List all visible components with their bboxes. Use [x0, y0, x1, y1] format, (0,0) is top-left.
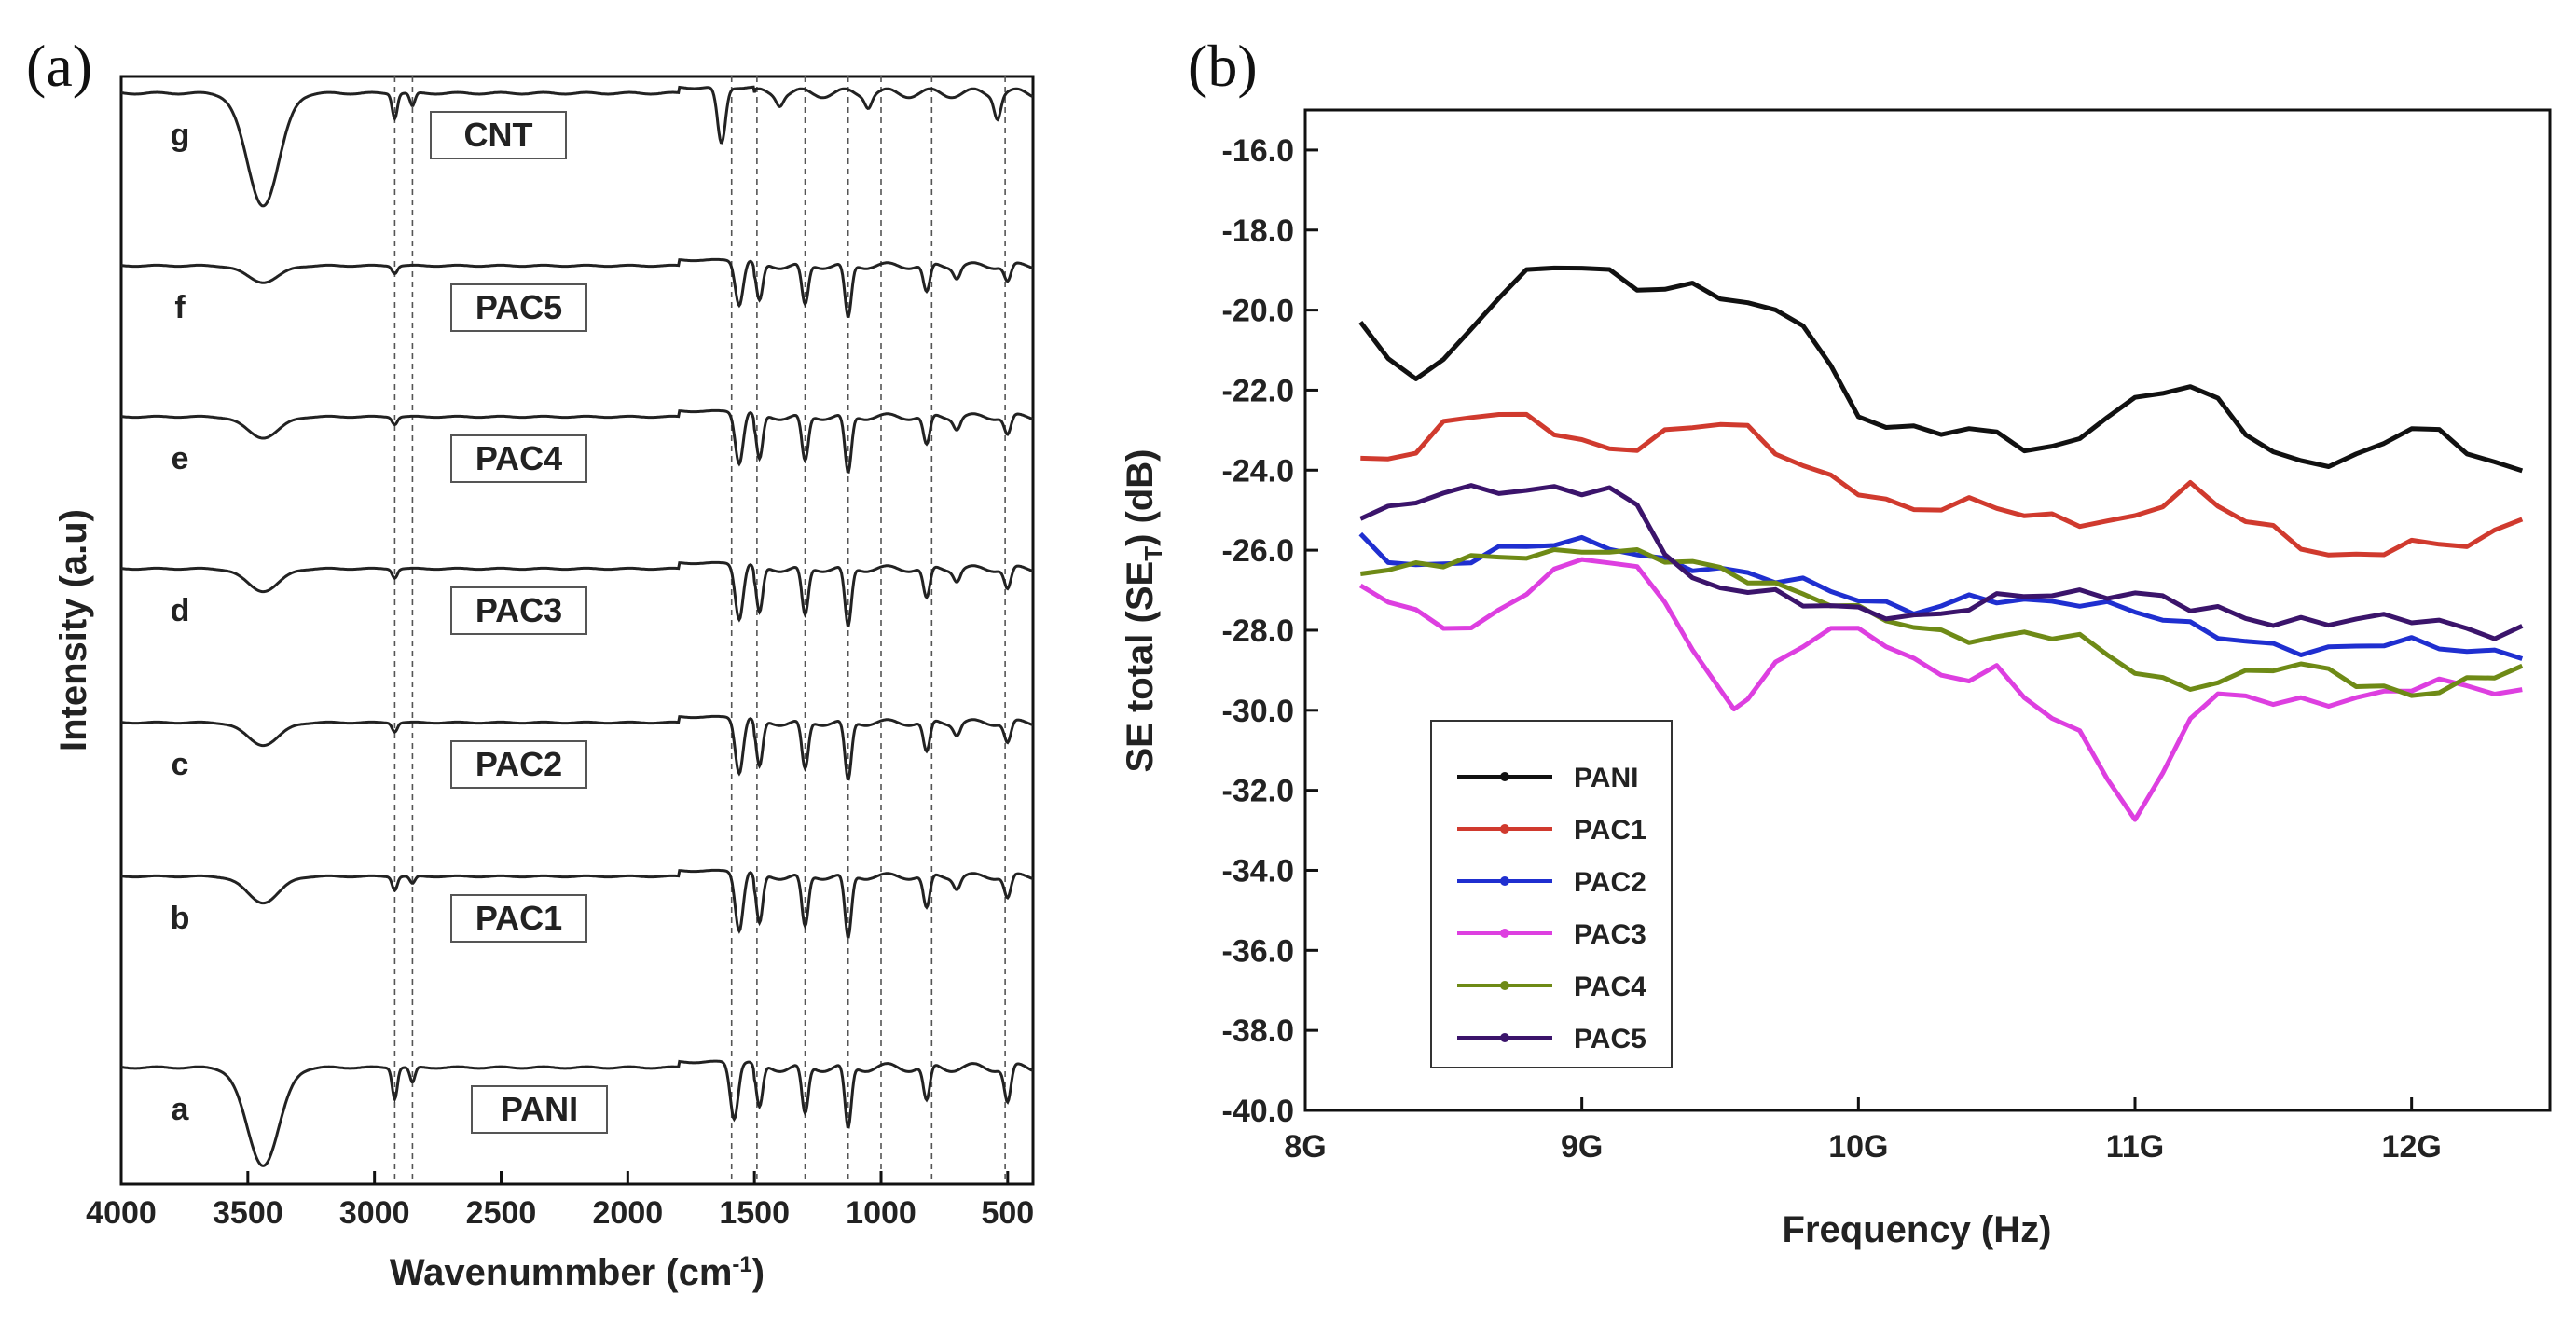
x-tick-label: 12G — [2382, 1129, 2442, 1165]
shielding-plot-frame — [1303, 108, 2552, 1112]
series-line-pac1 — [1360, 411, 2524, 558]
x-tick-label: 1500 — [719, 1195, 790, 1231]
sample-label: PAC4 — [475, 439, 562, 477]
sample-label: PAC5 — [475, 288, 562, 326]
y-tick-label: -40.0 — [1222, 1094, 1295, 1129]
series-line-pani — [1358, 265, 2524, 474]
y-tick-label: -22.0 — [1222, 373, 1295, 408]
x-tick-label: 10G — [1828, 1129, 1888, 1165]
x-tick-label: 11G — [2106, 1129, 2164, 1165]
shielding-x-axis: 8G 9G 10G 11G 12G — [1284, 1097, 2442, 1165]
y-tick-label: -38.0 — [1222, 1013, 1295, 1049]
y-tick-label: -30.0 — [1222, 694, 1295, 729]
legend-marker — [1500, 929, 1509, 938]
series-line-pac4 — [1359, 547, 2524, 698]
sample-label: CNT — [464, 116, 533, 154]
sample-label: PANI — [501, 1090, 578, 1128]
legend-marker — [1500, 824, 1509, 834]
ftir-x-axis-title: Wavenummber (cm-1) — [390, 1252, 765, 1293]
ftir-curves: g CNT f PAC5 e PAC4 d PAC3 c PAC2 b PAC1 a PANI — [120, 85, 1034, 1167]
y-tick-label: -36.0 — [1222, 933, 1295, 969]
legend-label: PAC1 — [1574, 815, 1646, 846]
sample-label: PAC1 — [475, 899, 562, 937]
ftir-plot-frame — [119, 75, 1035, 1186]
sample-label-box — [450, 434, 587, 483]
y-tick-label: -32.0 — [1222, 774, 1295, 809]
ftir-curve-pani — [120, 1059, 1034, 1167]
legend-marker — [1500, 772, 1509, 781]
sample-label-box — [450, 740, 587, 789]
ftir-curve-pac5 — [120, 257, 1034, 319]
legend: PANI PAC1 PAC2 PAC3 PAC4 PAC5 — [1430, 720, 1673, 1068]
y-tick-label: -18.0 — [1222, 214, 1295, 249]
panel-a-label: (a) — [26, 33, 92, 99]
sample-label-box — [450, 283, 587, 332]
legend-label: PAC2 — [1574, 867, 1646, 898]
curve-letter: f — [174, 290, 186, 325]
x-tick-label: 3000 — [339, 1195, 410, 1231]
legend-marker — [1500, 1033, 1509, 1042]
x-tick-label: 500 — [981, 1195, 1034, 1231]
legend-label: PANI — [1574, 763, 1638, 793]
x-tick-label: 1000 — [846, 1195, 916, 1231]
legend-marker — [1500, 876, 1509, 886]
series-line-pac5 — [1359, 483, 2524, 641]
y-tick-label: -16.0 — [1222, 133, 1295, 169]
x-tick-label: 2000 — [593, 1195, 664, 1231]
x-tick-label: 3500 — [213, 1195, 283, 1231]
x-tick-label: 8G — [1284, 1129, 1326, 1165]
x-tick-label: 2500 — [466, 1195, 537, 1231]
ftir-curve-pac1 — [120, 868, 1034, 939]
curve-letter: c — [172, 747, 189, 782]
shielding-curves — [1358, 265, 2524, 822]
legend-marker — [1500, 981, 1509, 990]
series-line-pac3 — [1359, 557, 2523, 822]
y-tick-label: -28.0 — [1222, 613, 1295, 649]
legend-label: PAC5 — [1574, 1024, 1646, 1054]
curve-letter: b — [171, 901, 190, 936]
ftir-y-axis-title: Intensity (a.u) — [53, 509, 94, 751]
shielding-panel: -40.0 -38.0 -36.0 -34.0 -32.0 -30.0 -28.0 -26.0… — [1120, 108, 2552, 1250]
ftir-curve-pac2 — [120, 714, 1034, 781]
x-tick-label: 4000 — [86, 1195, 157, 1231]
shielding-x-axis-title: Frequency (Hz) — [1783, 1209, 2052, 1250]
ftir-curve-cnt — [120, 85, 1034, 208]
legend-label: PAC3 — [1574, 919, 1646, 950]
panel-b-label: (b) — [1188, 33, 1258, 99]
y-tick-label: -34.0 — [1222, 853, 1295, 889]
sample-label: PAC2 — [475, 745, 562, 783]
ftir-curve-pac4 — [120, 408, 1034, 474]
sample-label-box — [430, 111, 567, 159]
shielding-y-axis: -40.0 -38.0 -36.0 -34.0 -32.0 -30.0 -28.0 -26.0… — [1222, 133, 1318, 1129]
y-tick-label: -20.0 — [1222, 294, 1295, 329]
curve-letter: e — [172, 441, 189, 476]
sample-label: PAC3 — [475, 591, 562, 629]
y-tick-label: -26.0 — [1222, 533, 1295, 569]
curve-letter: a — [172, 1092, 190, 1127]
sample-label-box — [450, 586, 587, 635]
series-line-pac2 — [1358, 531, 2524, 661]
curve-letter: d — [171, 593, 190, 628]
sample-label-box — [471, 1085, 608, 1134]
shielding-y-axis-title: SE total (SET) (dB) — [1120, 449, 1167, 773]
curve-letter: g — [171, 117, 190, 153]
ftir-reference-lines — [393, 76, 1006, 1184]
sample-label-box — [450, 894, 587, 943]
y-tick-label: -24.0 — [1222, 453, 1295, 489]
ftir-curve-pac3 — [120, 560, 1034, 627]
ftir-panel: g CNT f PAC5 e PAC4 d PAC3 c PAC2 b PAC1 a PANI 4000 3… — [53, 75, 1035, 1293]
ftir-x-axis: 4000 3500 3000 2500 2000 1500 1000 500 — [86, 1171, 1034, 1231]
x-tick-label: 9G — [1561, 1129, 1603, 1165]
legend-label: PAC4 — [1574, 972, 1646, 1002]
